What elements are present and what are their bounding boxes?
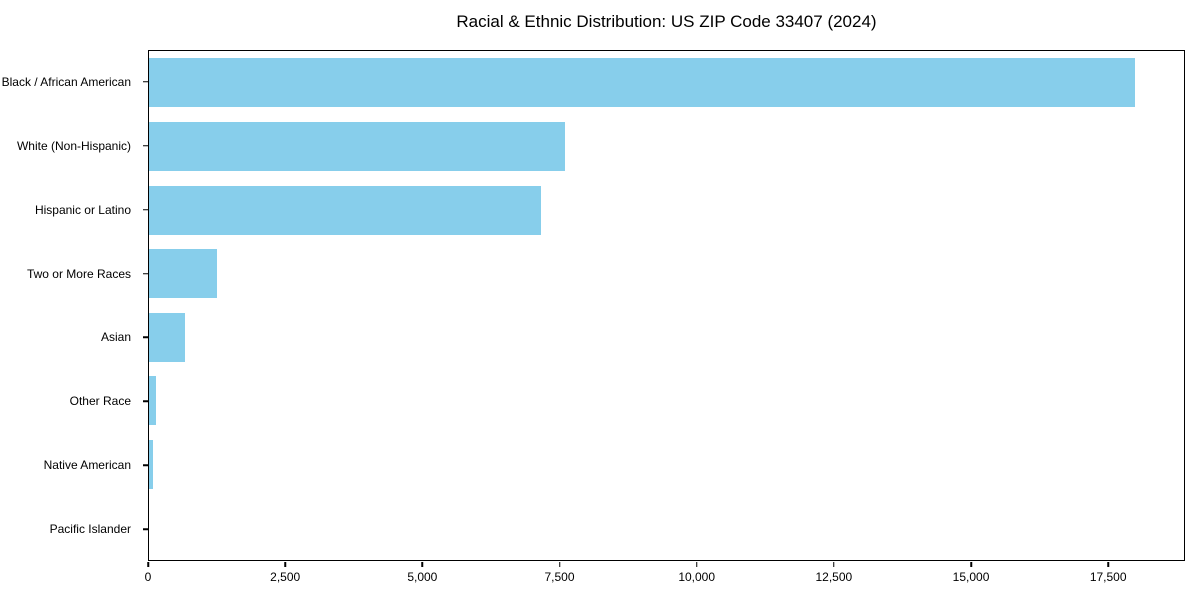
y-tick-label-asian: Asian (100, 330, 131, 345)
x-axis: 0 2,500 5,000 7,500 10,000 12,500 15,000 17,500 (144, 561, 1185, 591)
x-tick-mark (833, 562, 835, 567)
x-tick-label-15000: 15,000 (952, 570, 990, 584)
y-tick-label-white-non-hispanic: White (Non-Hispanic) (16, 138, 131, 153)
bar-white-non-hispanic (149, 121, 566, 171)
bar-native-american (149, 440, 153, 490)
x-tick-label-17500: 17,500 (1089, 570, 1127, 584)
y-tick-mark (143, 336, 148, 339)
y-tick-label-other-race: Other Race (69, 394, 131, 409)
bar-two-or-more-races (149, 249, 218, 299)
y-tick-mark (143, 145, 148, 147)
chart-title: Racial & Ethnic Distribution: US ZIP Cod… (456, 12, 877, 31)
bar-hispanic-or-latino (149, 185, 541, 235)
y-tick-label-black-african-american: Black / African American (1, 74, 131, 89)
x-tick-label-7500: 7,500 (544, 570, 575, 584)
y-tick-mark (143, 272, 148, 275)
y-tick-label-hispanic-or-latino: Hispanic or Latino (34, 202, 131, 217)
x-tick-label-10000: 10,000 (678, 570, 716, 584)
x-tick-label-12500: 12,500 (815, 570, 853, 584)
y-tick-label-native-american: Native American (43, 458, 131, 473)
bar-black-african-american (149, 58, 1135, 108)
bar-asian (149, 312, 185, 362)
bar-other-race (149, 376, 156, 426)
bar-row (149, 369, 1184, 433)
bar-row (149, 496, 1184, 560)
plot-area (148, 50, 1185, 561)
y-axis: Black / African American White (Non-Hispa… (0, 50, 148, 561)
x-tick-mark (1107, 562, 1109, 567)
bar-row (149, 433, 1184, 497)
x-tick-mark (284, 562, 286, 567)
bar-row (149, 242, 1184, 306)
y-tick-mark (143, 81, 148, 83)
x-tick-mark (147, 562, 149, 567)
bar-row (149, 115, 1184, 179)
y-tick-label-pacific-islander: Pacific Islander (49, 522, 131, 537)
x-tick-mark (421, 562, 424, 567)
bar-row (149, 51, 1184, 115)
bar-row (149, 178, 1184, 242)
bar-row (149, 306, 1184, 370)
x-tick-mark (970, 562, 972, 567)
y-tick-mark (143, 208, 148, 211)
y-tick-mark (143, 464, 148, 466)
y-tick-label-two-or-more-races: Two or More Races (26, 266, 131, 281)
y-tick-mark (143, 400, 148, 403)
x-tick-mark (695, 562, 698, 567)
x-tick-label-5000: 5,000 (407, 570, 438, 584)
x-tick-label-2500: 2,500 (270, 570, 301, 584)
x-tick-label-0: 0 (144, 570, 152, 584)
x-tick-mark (558, 562, 561, 567)
y-tick-mark (143, 528, 148, 530)
